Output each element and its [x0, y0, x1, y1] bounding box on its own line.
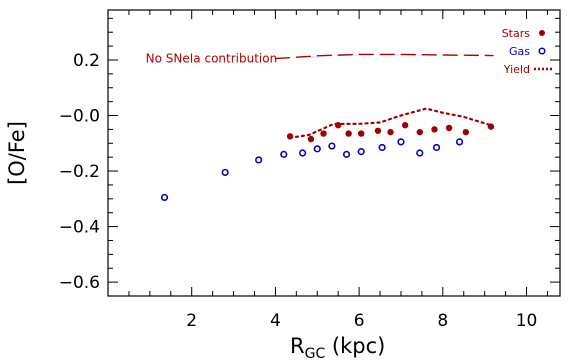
gas-point	[160, 193, 169, 202]
star-point	[445, 124, 453, 132]
star-point	[431, 126, 438, 133]
star-point	[307, 135, 315, 143]
legend-label-yield: Yield	[503, 63, 530, 76]
gas-point	[416, 149, 424, 157]
star-point	[320, 130, 327, 137]
legend-marker-gas	[538, 47, 546, 55]
star-point	[387, 128, 394, 136]
legend-label-gas: Gas	[509, 45, 530, 58]
gas-point	[221, 168, 229, 177]
gas-point	[397, 138, 405, 146]
x-tick-label: 8	[437, 311, 448, 331]
gas-point	[255, 156, 263, 164]
y-tick-label: −0.2	[59, 162, 100, 182]
y-tick-label: 0.2	[73, 51, 100, 71]
series-no-sneia-contribution	[274, 53, 494, 60]
x-axis-label-unit: (kpc)	[325, 334, 385, 358]
gas-point	[313, 145, 321, 153]
gas-point	[342, 150, 351, 158]
y-axis-label: [O/Fe]	[5, 121, 29, 185]
star-point	[358, 130, 365, 137]
y-tick-label: −0.4	[59, 218, 100, 238]
legend-label-stars: Stars	[502, 27, 531, 40]
x-axis-label: RGC (kpc)	[290, 334, 385, 360]
x-tick-label: 4	[270, 311, 281, 331]
axis-ticks	[108, 10, 560, 296]
x-tick-label: 2	[186, 311, 197, 331]
star-point	[374, 127, 382, 134]
x-axis-label-subscript: GC	[305, 346, 326, 360]
annotation-no-sneia: No SNeIa contribution	[146, 52, 278, 66]
series-gas	[160, 138, 464, 202]
star-point	[401, 122, 409, 129]
gas-point	[378, 143, 386, 152]
series-yield	[288, 107, 493, 139]
x-axis-label-main: R	[290, 334, 305, 358]
gas-point	[455, 138, 464, 146]
gas-point	[280, 150, 288, 158]
x-tick-label: 6	[354, 311, 365, 331]
yield-line	[288, 107, 493, 139]
series-layer	[160, 53, 495, 202]
y-tick-label: −0.0	[59, 107, 100, 127]
legend: Stars Gas Yield	[502, 27, 552, 76]
star-point	[345, 130, 352, 137]
gas-point	[299, 149, 307, 157]
star-point	[416, 128, 423, 136]
gas-point	[357, 148, 365, 156]
x-tick-label: 10	[516, 311, 538, 331]
series-stars	[286, 122, 495, 143]
y-tick-label: −0.6	[59, 273, 100, 293]
gas-point	[328, 142, 336, 150]
legend-marker-stars	[539, 30, 545, 36]
gas-point	[432, 143, 441, 152]
star-point	[462, 128, 470, 136]
tick-labels: 2 4 6 8 10 −0.6 −0.4 −0.2 −0.0 0.2	[59, 51, 538, 331]
no-sneia-line	[274, 53, 494, 60]
plot-area	[107, 9, 561, 297]
plot-border	[107, 9, 561, 297]
